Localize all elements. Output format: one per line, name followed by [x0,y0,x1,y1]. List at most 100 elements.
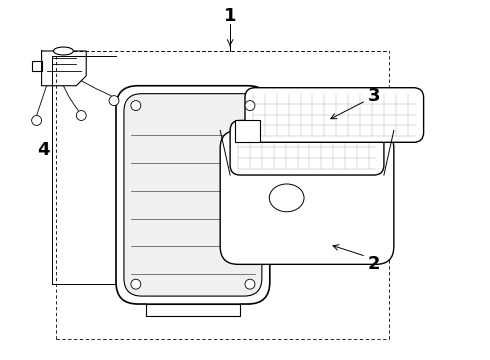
Bar [247,171,260,183]
Bar [307,199,319,211]
Bar [336,199,349,211]
Bar [336,157,349,169]
Polygon shape [146,304,240,316]
Text: 4: 4 [37,141,50,159]
Bar [321,213,334,225]
Bar [351,227,364,239]
Bar [292,185,305,197]
FancyBboxPatch shape [245,88,424,142]
Bar [336,213,349,225]
Bar [336,171,349,183]
Bar [307,143,319,155]
Bar [247,199,260,211]
Bar [247,185,260,197]
Bar [277,185,290,197]
Text: 3: 3 [368,87,380,105]
FancyBboxPatch shape [124,94,262,296]
Bar [232,240,245,252]
Bar [292,240,305,252]
Bar [232,185,245,197]
Bar [262,199,275,211]
Bar [292,143,305,155]
Bar [292,227,305,239]
Bar [247,240,260,252]
Bar [277,171,290,183]
Bar [247,157,260,169]
Bar [232,199,245,211]
Bar [277,143,290,155]
Circle shape [32,116,42,125]
Bar [321,199,334,211]
Bar [321,185,334,197]
Bar [235,121,260,142]
FancyBboxPatch shape [220,130,394,264]
Bar [366,171,379,183]
Bar [351,171,364,183]
Bar [336,185,349,197]
Bar [292,171,305,183]
Bar [247,213,260,225]
Circle shape [131,279,141,289]
Bar [307,157,319,169]
Bar [351,143,364,155]
Bar [366,213,379,225]
Bar [366,240,379,252]
Bar [247,227,260,239]
Bar [307,240,319,252]
Bar [321,143,334,155]
Text: 2: 2 [368,255,380,273]
Bar [262,143,275,155]
Bar [262,240,275,252]
Bar [351,199,364,211]
FancyBboxPatch shape [116,86,270,304]
Bar [292,199,305,211]
Bar [321,157,334,169]
Text: 1: 1 [224,7,236,25]
Bar [351,185,364,197]
FancyBboxPatch shape [230,121,384,175]
Bar [277,199,290,211]
Bar [366,199,379,211]
Bar [262,185,275,197]
Ellipse shape [270,184,304,212]
Bar [232,227,245,239]
Circle shape [131,100,141,111]
Bar [232,171,245,183]
Bar [262,213,275,225]
Circle shape [245,100,255,111]
Bar [277,227,290,239]
Bar [336,227,349,239]
Bar [336,240,349,252]
Bar [232,157,245,169]
Bar [336,143,349,155]
Bar [307,213,319,225]
Bar [292,213,305,225]
Bar [277,157,290,169]
Bar [307,185,319,197]
Bar [351,213,364,225]
Bar [321,240,334,252]
Ellipse shape [53,47,74,55]
Bar [232,143,245,155]
Bar [292,157,305,169]
Bar [366,143,379,155]
Bar [262,227,275,239]
Bar [232,213,245,225]
Bar [321,227,334,239]
Bar [366,185,379,197]
Circle shape [76,111,86,121]
Bar [307,227,319,239]
Bar [366,157,379,169]
Bar [247,143,260,155]
Bar [321,171,334,183]
Bar [262,171,275,183]
Circle shape [109,96,119,105]
Bar [277,240,290,252]
Bar [351,240,364,252]
Bar [277,213,290,225]
Bar [262,157,275,169]
Bar [307,171,319,183]
Bar [351,157,364,169]
Circle shape [245,279,255,289]
Bar [366,227,379,239]
